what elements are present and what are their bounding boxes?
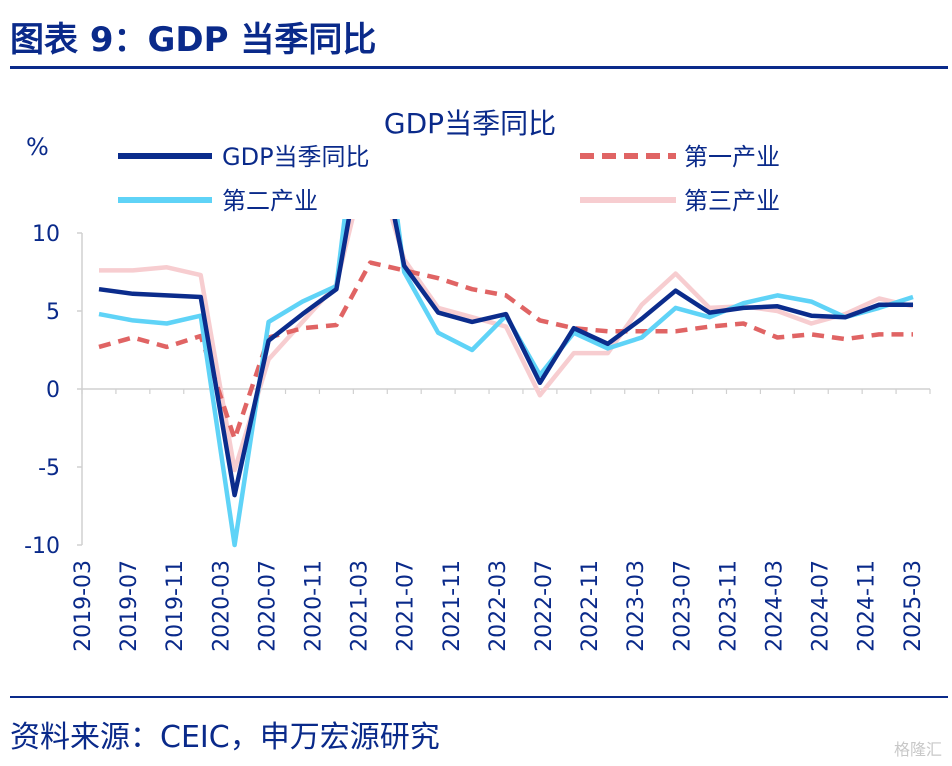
axes: 10 5 0 -5 -10 2019-03 2019-07 2019-11 2020-03 202… <box>24 222 931 652</box>
y-tick-label: -10 <box>24 534 60 559</box>
title-divider <box>10 66 948 69</box>
x-tick-label: 2024-11 <box>855 560 880 652</box>
x-tick-label: 2019-07 <box>117 560 142 652</box>
x-tick-label: 2021-03 <box>348 560 373 652</box>
y-axis-unit: % <box>26 133 49 161</box>
series-line-1 <box>98 219 913 498</box>
x-tick-label: 2023-03 <box>624 560 649 652</box>
x-tick-label: 2023-11 <box>716 560 741 652</box>
series-line-3 <box>98 219 914 548</box>
y-tick-label: 10 <box>32 222 60 247</box>
x-tick-label: 2021-11 <box>440 560 465 652</box>
x-tick-label: 2019-03 <box>71 560 96 652</box>
figure-title: 图表 9：GDP 当季同比 <box>10 20 377 60</box>
legend-label-2: 第一产业 <box>684 143 780 171</box>
source-note: 资料来源：CEIC，申万宏源研究 <box>10 720 440 755</box>
x-tick-label: 2020-07 <box>255 560 280 652</box>
x-tick-label: 2023-07 <box>670 560 695 652</box>
legend-label-3: 第二产业 <box>222 187 318 215</box>
series-group <box>98 219 914 548</box>
source-divider <box>10 696 948 698</box>
x-tick-label: 2022-03 <box>486 560 511 652</box>
x-tick-label: 2024-03 <box>763 560 788 652</box>
x-tick-label: 2020-03 <box>209 560 234 652</box>
x-tick-label: 2022-07 <box>532 560 557 652</box>
series-line-4 <box>99 219 914 473</box>
y-tick-label: 0 <box>46 378 60 403</box>
watermark: 格隆汇 <box>893 740 942 759</box>
x-tick-label: 2020-11 <box>302 560 327 652</box>
y-tick-label: 5 <box>46 300 60 325</box>
x-tick-label: 2024-07 <box>809 560 834 652</box>
x-tick-label: 2019-11 <box>163 560 188 652</box>
chart-title: GDP当季同比 <box>384 107 556 140</box>
y-tick-label: -5 <box>38 456 60 481</box>
legend-label-1: GDP当季同比 <box>222 143 370 171</box>
legend-label-4: 第三产业 <box>684 187 780 215</box>
series-line-2 <box>98 260 913 442</box>
x-tick-label: 2021-07 <box>394 560 419 652</box>
x-tick-label: 2025-03 <box>901 560 926 652</box>
x-tick-label: 2022-11 <box>578 560 603 652</box>
